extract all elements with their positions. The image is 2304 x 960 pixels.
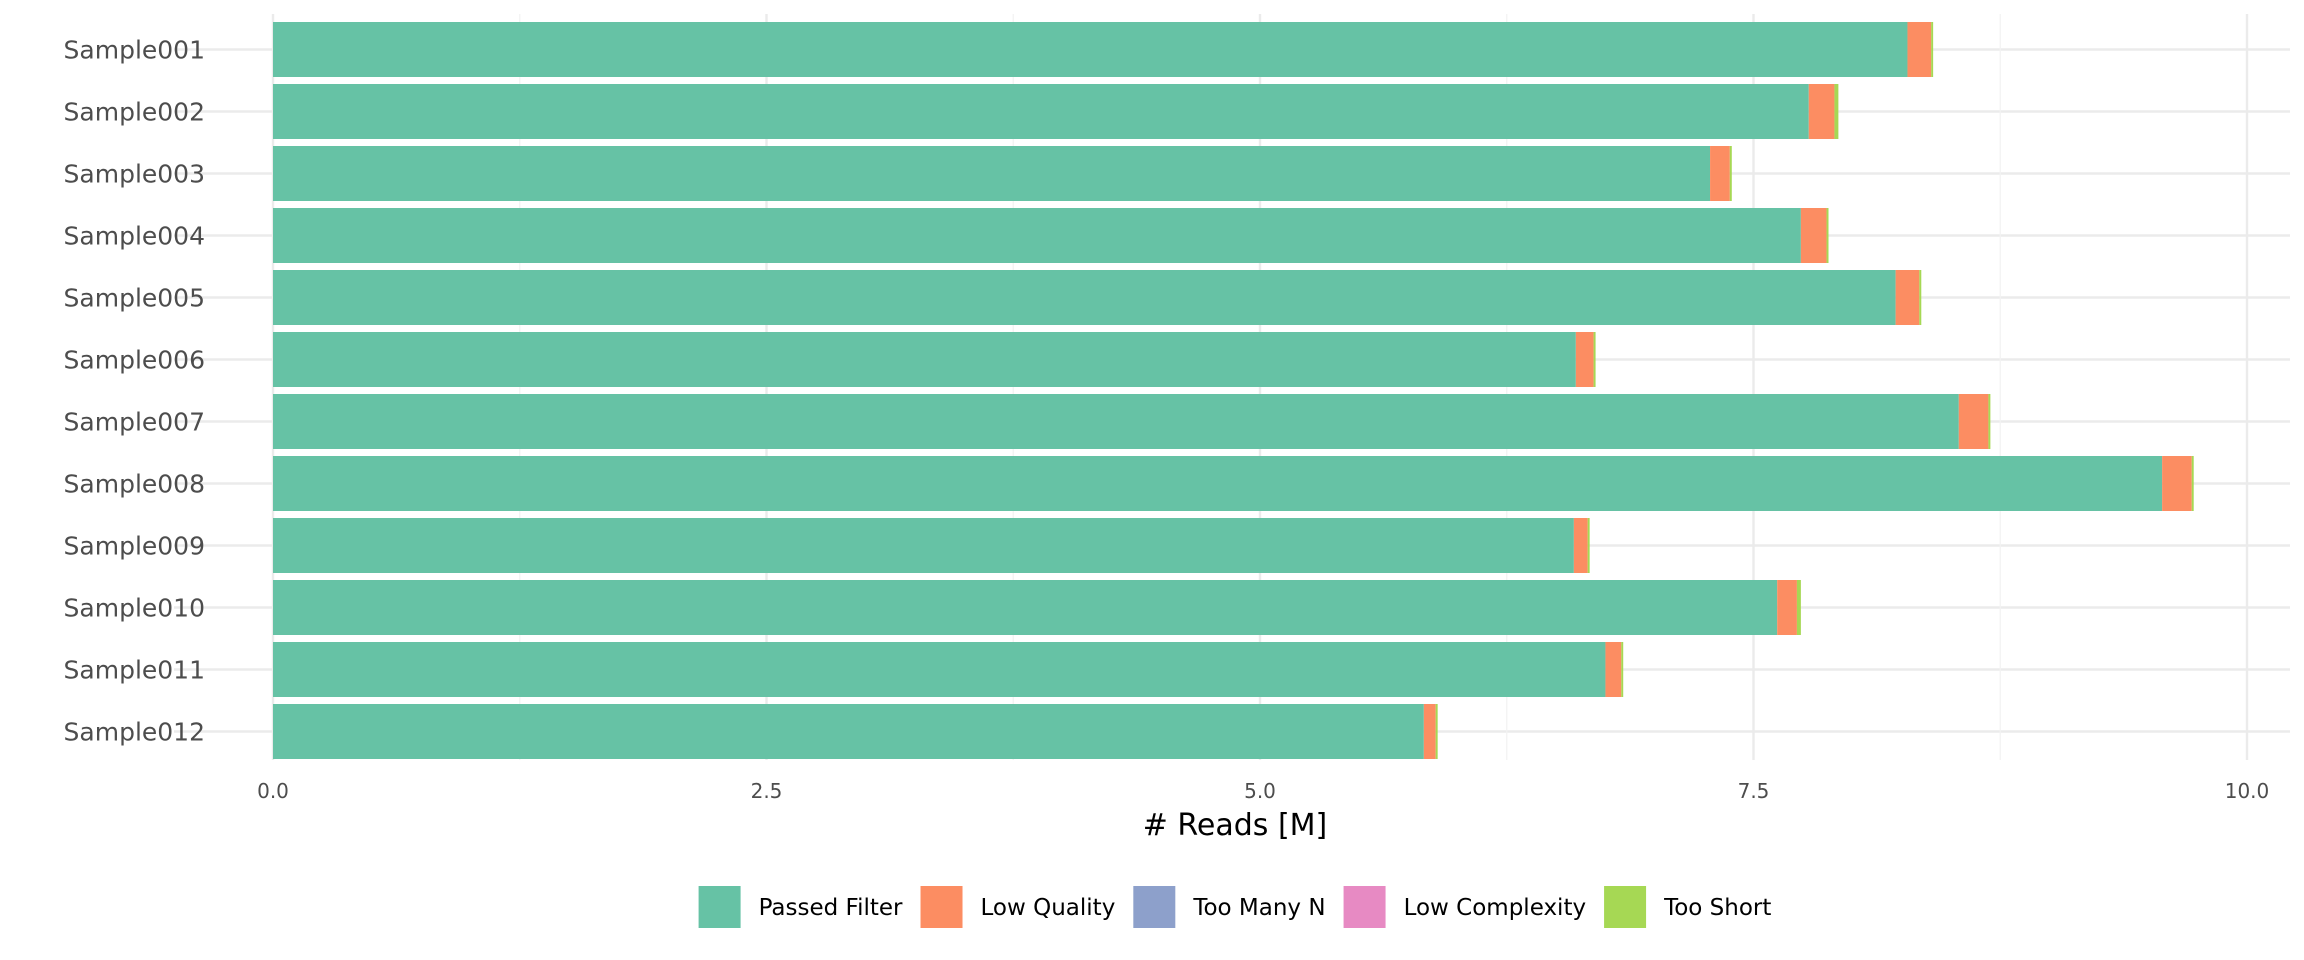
x-axis-title: # Reads [M]	[1143, 808, 1328, 843]
legend-key-low-complexity	[1343, 886, 1386, 928]
x-tick-labels: 0.0 2.5 5.0 7.5 10.0	[257, 779, 2269, 803]
bar-segment-low-quality	[1710, 146, 1730, 201]
category-label: Sample001	[64, 36, 205, 65]
legend-label: Too Many N	[1192, 895, 1325, 921]
bars-group	[273, 22, 2194, 759]
bar-segment-low-quality	[1800, 208, 1827, 263]
bar-segment-low-quality	[1605, 642, 1622, 697]
bar-segment-too-short	[1587, 518, 1590, 573]
category-label: Sample008	[64, 470, 205, 499]
bar-segment-passed-filter	[273, 704, 1424, 759]
category-label: Sample007	[64, 408, 205, 437]
category-labels: Sample001 Sample002 Sample003 Sample004 Samp…	[64, 36, 205, 747]
legend-label: Passed Filter	[759, 895, 903, 921]
legend-label: Low Quality	[981, 895, 1116, 921]
bar-segment-passed-filter	[273, 642, 1606, 697]
legend: Passed Filter Low Quality Too Many N Low Co…	[698, 886, 1771, 928]
bar-segment-passed-filter	[273, 518, 1574, 573]
bar-segment-passed-filter	[273, 332, 1576, 387]
bar-segment-too-short	[1729, 146, 1732, 201]
bar-segment-passed-filter	[273, 270, 1896, 325]
bar-segment-too-short	[1435, 704, 1438, 759]
bar-segment-low-quality	[2162, 456, 2192, 511]
bar-segment-low-quality	[1958, 394, 1989, 449]
category-label: Sample005	[64, 284, 205, 313]
legend-label: Too Short	[1663, 895, 1771, 921]
bar-segment-too-short	[1919, 270, 1922, 325]
bar-segment-low-quality	[1777, 580, 1797, 635]
bar-segment-passed-filter	[273, 394, 1959, 449]
bar-segment-passed-filter	[273, 208, 1801, 263]
x-tick-label: 7.5	[1738, 779, 1770, 803]
bar-segment-passed-filter	[273, 146, 1711, 201]
category-label: Sample011	[64, 656, 205, 685]
bar-segment-too-short	[1826, 208, 1829, 263]
bar-segment-too-short	[1988, 394, 1991, 449]
bar-segment-too-short	[1834, 84, 1839, 139]
category-label: Sample003	[64, 160, 205, 189]
bar-segment-passed-filter	[273, 580, 1778, 635]
bar-segment-low-quality	[1573, 518, 1588, 573]
category-label: Sample009	[64, 532, 205, 561]
legend-key-passed-filter	[698, 886, 741, 928]
bar-segment-low-quality	[1423, 704, 1436, 759]
x-tick-label: 0.0	[257, 779, 289, 803]
legend-key-low-quality	[920, 886, 963, 928]
bar-segment-passed-filter	[273, 456, 2163, 511]
bar-segment-too-short	[1593, 332, 1596, 387]
x-tick-label: 2.5	[751, 779, 783, 803]
x-tick-label: 5.0	[1244, 779, 1276, 803]
legend-key-too-many-n	[1133, 886, 1176, 928]
bar-segment-low-quality	[1808, 84, 1835, 139]
bar-segment-low-quality	[1895, 270, 1920, 325]
bar-segment-low-quality	[1575, 332, 1594, 387]
bar-segment-too-short	[1796, 580, 1801, 635]
bar-segment-too-short	[1931, 22, 1934, 77]
category-label: Sample010	[64, 594, 205, 623]
legend-key-too-short	[1604, 886, 1647, 928]
category-label: Sample002	[64, 98, 205, 127]
category-label: Sample006	[64, 346, 205, 375]
bar-segment-passed-filter	[273, 84, 1809, 139]
category-label: Sample004	[64, 222, 205, 251]
bar-segment-too-short	[1621, 642, 1624, 697]
bar-segment-passed-filter	[273, 22, 1908, 77]
legend-label: Low Complexity	[1404, 895, 1587, 921]
bar-segment-low-quality	[1907, 22, 1932, 77]
x-tick-label: 10.0	[2225, 779, 2270, 803]
bar-segment-too-short	[2191, 456, 2194, 511]
category-label: Sample012	[64, 718, 205, 747]
